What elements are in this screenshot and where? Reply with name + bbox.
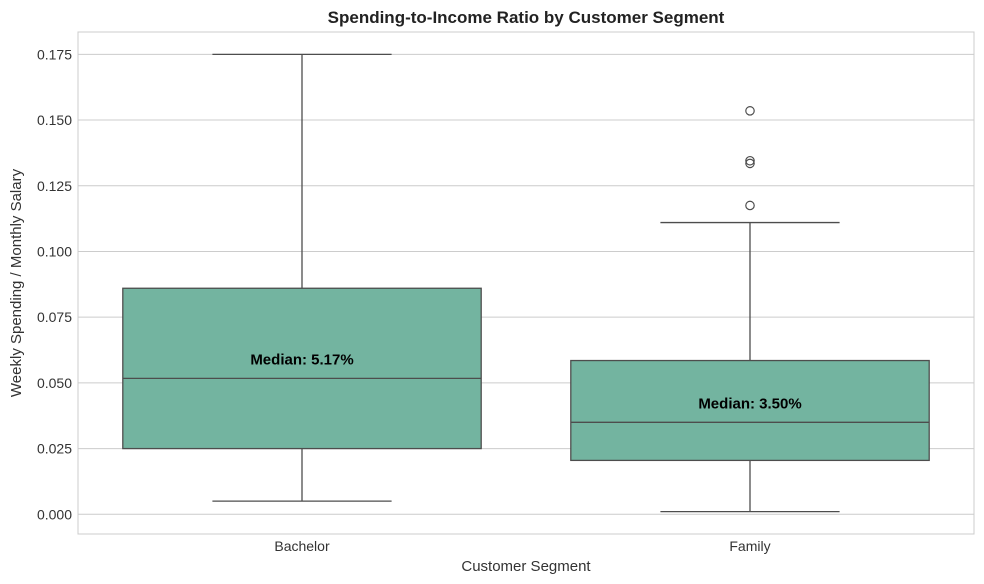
y-tick-label: 0.125 [37, 178, 72, 194]
x-tick-label: Bachelor [274, 538, 330, 554]
outlier-point [745, 200, 755, 211]
box-bachelor: Median: 5.17% [122, 53, 482, 502]
y-tick-label: 0.175 [37, 46, 72, 62]
boxes: Median: 5.17% Median: 3.50% [122, 53, 930, 513]
x-axis-label: Customer Segment [461, 558, 591, 575]
iqr-box [570, 359, 930, 462]
y-tick-label: 0.075 [37, 309, 72, 325]
y-tick-label: 0.050 [37, 375, 72, 391]
outlier-point [745, 158, 755, 169]
chart-title: Spending-to-Income Ratio by Customer Seg… [328, 8, 725, 27]
y-tick-label: 0.025 [37, 441, 72, 457]
y-axis-label: Weekly Spending / Monthly Salary [8, 168, 25, 397]
iqr-box [122, 287, 482, 450]
median-annotation: Median: 3.50% [698, 395, 801, 412]
outlier-point [745, 106, 755, 116]
y-tick-label: 0.000 [37, 506, 72, 522]
x-tick-label: Family [729, 538, 770, 554]
y-axis-ticks: 0.000 0.025 0.050 0.075 0.100 0.125 0.150 0.175 [37, 46, 72, 522]
median-annotation: Median: 5.17% [250, 351, 353, 368]
y-tick-label: 0.100 [37, 243, 72, 259]
box-family: Median: 3.50% [570, 106, 930, 513]
y-tick-label: 0.150 [37, 112, 72, 128]
outlier-point [745, 155, 755, 166]
x-axis-ticks: Bachelor Family [274, 538, 770, 554]
